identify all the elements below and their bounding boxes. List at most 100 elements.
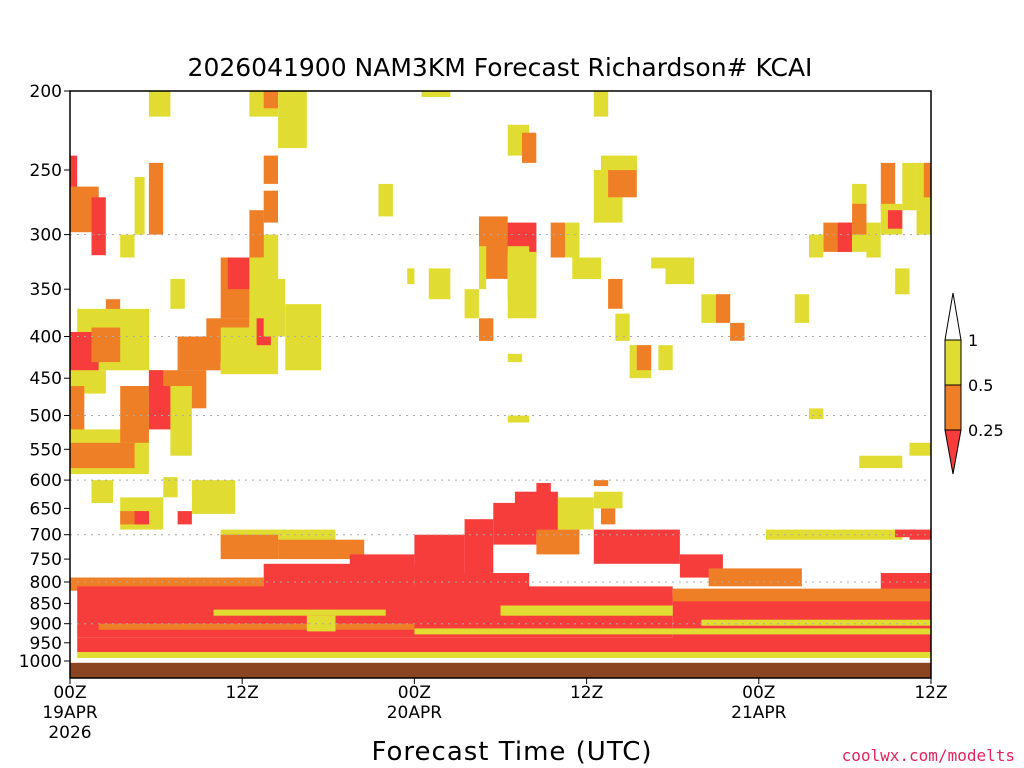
plot-frame	[69, 90, 932, 679]
y-tick-label: 900	[30, 615, 62, 635]
heatmap-cell-05_1	[658, 345, 673, 371]
y-tick-label: 500	[30, 407, 62, 427]
heatmap-cell-05_1	[902, 162, 917, 211]
x-tick-label: 00Z	[53, 683, 86, 703]
colorbar-legend: 1 0.5 0.25	[944, 292, 1004, 475]
x-tick-label: 19APR	[42, 703, 98, 723]
x-tick-label: 21APR	[731, 703, 787, 723]
legend-label-025: 0.25	[968, 421, 1004, 440]
x-tick-label: 12Z	[914, 683, 947, 703]
heatmap-cell-025_05	[593, 480, 609, 487]
heatmap-cell-05_1	[701, 294, 716, 323]
heatmap-cell-05_1	[557, 497, 594, 530]
y-tick-label: 750	[30, 550, 62, 570]
heatmap-cell-05_1	[909, 442, 931, 456]
credit-link[interactable]: coolwx.com/modelts	[842, 746, 1015, 765]
heatmap-cell-025_05	[98, 623, 415, 630]
heatmap-cell-025_05	[263, 91, 278, 109]
y-tick-label: 650	[30, 499, 62, 519]
heatmap-cell-025_05	[608, 278, 623, 309]
heatmap-cell-lt_025	[909, 529, 931, 540]
heatmap-cell-05_1	[407, 268, 415, 285]
heatmap-cell-lt_025	[887, 210, 903, 229]
y-tick-label: 200	[30, 82, 62, 102]
heatmap-cell-05_1	[565, 222, 580, 258]
heatmap-cell-025_05	[249, 210, 264, 258]
heatmap-cell-05_1	[91, 480, 113, 503]
heatmap-cell-05_1	[500, 605, 673, 616]
y-tick-label: 400	[30, 328, 62, 348]
heatmap-cell-lt_025	[177, 511, 192, 525]
y-tick-label: 250	[30, 161, 62, 181]
heatmap-cell-025_05	[536, 529, 580, 555]
heatmap-cell-05_1	[809, 234, 824, 258]
heatmap-cell-05_1	[170, 386, 192, 456]
x-axis-label: Forecast Time (UTC)	[371, 737, 652, 767]
heatmap-cell-05_1	[866, 222, 881, 258]
y-axis: 200 250 300 350 400 450 500 550 600 650 700 750 8008…	[19, 82, 70, 672]
heatmap-cell-lt_025	[134, 511, 149, 525]
y-tick-label: 600	[30, 471, 62, 491]
heatmap-cell-05_1	[615, 313, 630, 341]
heatmap-cell-05_1	[285, 304, 322, 371]
y-tick-label: 300	[30, 226, 62, 246]
heatmap-cell-025_05	[880, 162, 896, 211]
heatmap-cell-05_1	[651, 257, 666, 269]
y-tick-label: 1000	[19, 652, 62, 672]
heatmap-cell-lt_025	[263, 563, 415, 591]
legend-label-1: 1	[968, 331, 978, 350]
heatmap-cell-lt_025	[70, 155, 78, 211]
heatmap-cell-05_1	[378, 183, 393, 217]
heatmap-cell-05_1	[507, 353, 523, 363]
heatmap-cell-025_05	[601, 508, 616, 525]
heatmap-cell-lt_025	[414, 534, 465, 578]
heatmap-cell-025_05	[479, 318, 494, 341]
heatmap-cell-05_1	[852, 234, 867, 252]
heatmap-cell-05_1	[428, 268, 451, 300]
heatmap-cell-05_1	[120, 234, 135, 258]
legend-band-025-05	[944, 384, 962, 431]
heatmap-cell-lt_025	[593, 529, 680, 564]
heatmap-cell-025_05	[91, 327, 121, 363]
heatmap-cell-05_1	[701, 619, 931, 626]
heatmap-cell-025_05	[70, 442, 135, 469]
heatmap-cell-05_1	[572, 257, 601, 279]
y-tick-label: 850	[30, 594, 62, 614]
heatmap-cell-05_1	[306, 615, 336, 632]
heatmap-cell-lt_025	[77, 637, 931, 652]
heatmap-cells	[70, 91, 931, 658]
heatmap-cell-025_05	[550, 222, 566, 258]
heatmap-cell-025_05	[220, 534, 279, 560]
heatmap-cell-025_05	[263, 155, 278, 184]
heatmap-cell-05_1	[507, 415, 530, 423]
heatmap-cell-05_1	[794, 294, 810, 323]
heatmap-cell-lt_025	[895, 529, 917, 538]
y-tick-label: 700	[30, 526, 62, 546]
heatmap-cell-05_1	[414, 628, 931, 635]
heatmap-cell-025_05	[672, 588, 931, 602]
legend-label-05: 0.5	[968, 376, 993, 395]
y-tick-label: 950	[30, 634, 62, 654]
heatmap-cell-lt_025	[148, 370, 164, 394]
heatmap-cell-025_05	[263, 190, 278, 223]
legend-arrow-bottom	[944, 429, 962, 475]
heatmap-cell-lt_025	[91, 197, 106, 235]
y-tick-label: 350	[30, 280, 62, 300]
heatmap-cell-lt_025	[464, 519, 494, 573]
x-tick-label: 12Z	[570, 683, 603, 703]
heatmap-cell-lt_025	[536, 483, 551, 503]
heatmap-cell-lt_025	[91, 234, 106, 256]
heatmap-cell-05_1	[464, 289, 479, 319]
heatmap-cell-05_1	[852, 183, 867, 211]
x-tick-label: 00Z	[398, 683, 431, 703]
ground-layer	[70, 662, 931, 678]
heatmap-cell-05_1	[809, 408, 824, 420]
legend-band-05-1	[944, 339, 962, 386]
heatmap-cell-05_1	[421, 91, 451, 97]
heatmap-cell-05_1	[593, 91, 609, 117]
x-tick-label: 00Z	[742, 683, 775, 703]
heatmap-cell-05_1	[278, 91, 307, 149]
heatmap-cell-05_1	[507, 251, 537, 319]
